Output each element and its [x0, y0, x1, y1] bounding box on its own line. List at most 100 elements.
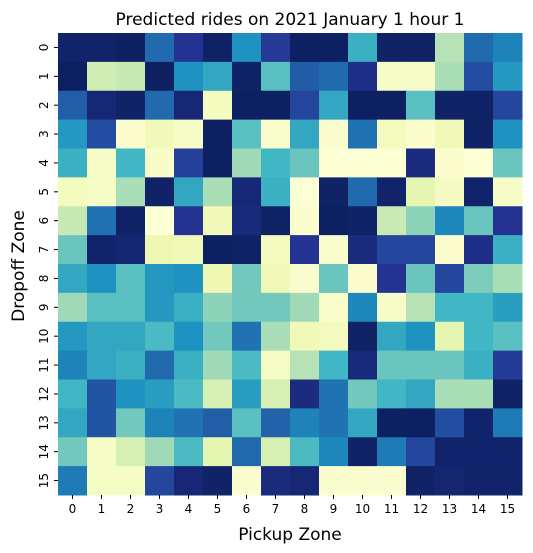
heatmap-cell: [406, 466, 436, 496]
heatmap-cell: [377, 466, 407, 496]
heatmap-cell: [145, 177, 175, 207]
x-tick-label: 4: [185, 502, 193, 516]
heatmap-cell: [232, 379, 262, 409]
heatmap-cell: [145, 437, 175, 467]
heatmap-cell: [232, 235, 262, 265]
heatmap-cell: [145, 466, 175, 496]
heatmap-cell: [435, 466, 465, 496]
heatmap-cell: [493, 350, 523, 380]
heatmap-cell: [406, 264, 436, 294]
heatmap-cell: [58, 408, 88, 438]
heatmap-cell: [203, 148, 233, 178]
heatmap-cell: [290, 33, 320, 63]
heatmap-cell: [348, 90, 378, 121]
y-axis-label: Dropoff Zone: [9, 210, 29, 322]
heatmap-cell: [464, 119, 494, 149]
heatmap-cell: [435, 235, 465, 265]
heatmap-cell: [319, 235, 349, 265]
heatmap-cell: [493, 235, 523, 265]
heatmap-cell: [174, 321, 204, 352]
heatmap-cell: [87, 206, 117, 236]
heatmap-cell: [406, 206, 436, 236]
heatmap-cell: [232, 90, 262, 121]
heatmap-cell: [406, 119, 436, 149]
heatmap-cell: [406, 292, 436, 323]
heatmap-cell: [87, 148, 117, 178]
heatmap-cell: [348, 466, 378, 496]
heatmap-cell: [435, 437, 465, 467]
heatmap-cell: [261, 148, 291, 178]
heatmap-cell: [435, 206, 465, 236]
heatmap-cell: [493, 321, 523, 352]
heatmap-cell: [290, 177, 320, 207]
heatmap-cell: [348, 350, 378, 380]
heatmap-cell: [145, 350, 175, 380]
heatmap-cell: [174, 61, 204, 92]
heatmap-cell: [377, 119, 407, 149]
heatmap-cell: [232, 350, 262, 380]
heatmap-cell: [435, 408, 465, 438]
heatmap-cell: [116, 61, 146, 92]
heatmap-cell: [348, 379, 378, 409]
x-tick-label: 15: [500, 502, 515, 516]
heatmap-cell: [377, 437, 407, 467]
heatmap-cell: [290, 61, 320, 92]
heatmap-cell: [319, 148, 349, 178]
heatmap-cell: [406, 177, 436, 207]
heatmap-cell: [348, 235, 378, 265]
heatmap-cell: [464, 90, 494, 121]
heatmap-cell: [145, 292, 175, 323]
heatmap-cell: [261, 206, 291, 236]
heatmap-cell: [58, 61, 88, 92]
heatmap-cell: [493, 119, 523, 149]
heatmap-cell: [116, 379, 146, 409]
heatmap-cell: [145, 379, 175, 409]
y-tick-label: 5: [37, 188, 51, 196]
heatmap-cell: [464, 379, 494, 409]
heatmap-cell: [261, 177, 291, 207]
heatmap-cell: [348, 119, 378, 149]
heatmap-cell: [145, 408, 175, 438]
heatmap-cell: [174, 148, 204, 178]
heatmap-cell: [319, 264, 349, 294]
heatmap-cell: [232, 466, 262, 496]
heatmap-cell: [145, 206, 175, 236]
heatmap-cell: [203, 408, 233, 438]
heatmap-cell: [464, 264, 494, 294]
heatmap-cell: [435, 321, 465, 352]
y-tick-label: 4: [37, 159, 51, 167]
heatmap-cell: [435, 350, 465, 380]
heatmap-cell: [145, 61, 175, 92]
heatmap-cell: [377, 408, 407, 438]
heatmap-cell: [58, 235, 88, 265]
heatmap-cell: [435, 33, 465, 63]
heatmap-cell: [406, 33, 436, 63]
heatmap-cell: [203, 321, 233, 352]
heatmap-cell: [493, 206, 523, 236]
heatmap-cell: [174, 33, 204, 63]
heatmap-cell: [87, 437, 117, 467]
heatmap-cell: [232, 408, 262, 438]
heatmap-cell: [348, 292, 378, 323]
heatmap-cell: [493, 379, 523, 409]
heatmap-cell: [87, 61, 117, 92]
heatmap-cell: [87, 379, 117, 409]
heatmap-cell: [464, 235, 494, 265]
x-tick-label: 12: [413, 502, 428, 516]
x-tick-label: 9: [330, 502, 338, 516]
heatmap-cell: [319, 408, 349, 438]
heatmap-cell: [464, 350, 494, 380]
heatmap-cell: [348, 437, 378, 467]
heatmap-cell: [58, 90, 88, 121]
heatmap-cell: [261, 33, 291, 63]
heatmap-cell: [261, 235, 291, 265]
heatmap-cell: [348, 321, 378, 352]
heatmap-cell: [348, 177, 378, 207]
heatmap-cell: [319, 321, 349, 352]
heatmap-cell: [406, 61, 436, 92]
heatmap-cell: [116, 408, 146, 438]
heatmap-cell: [290, 466, 320, 496]
heatmap-cell: [377, 33, 407, 63]
heatmap-cell: [203, 235, 233, 265]
